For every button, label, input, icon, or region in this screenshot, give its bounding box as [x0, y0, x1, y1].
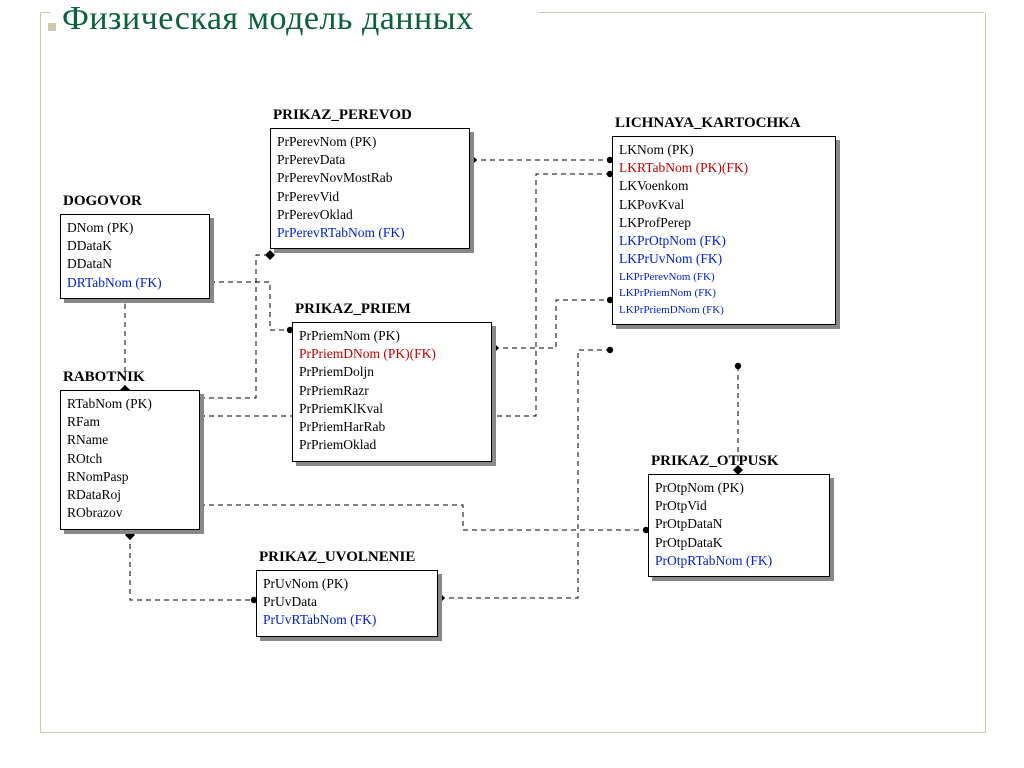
entity-field: PrPriemDNom (PK)(FK)	[299, 345, 485, 363]
entity-rabotnik: RABOTNIK RTabNom (PK)RFamRNameROtchRNomP…	[60, 390, 200, 530]
entity-field: LKPrPriemDNom (FK)	[619, 302, 829, 319]
entity-field: PrUvRTabNom (FK)	[263, 611, 431, 629]
entity-field: PrOtpDataN	[655, 515, 823, 533]
entity-field: PrPriemRazr	[299, 382, 485, 400]
entity-title: DOGOVOR	[63, 193, 142, 210]
entity-prikaz-priem: PRIKAZ_PRIEM PrPriemNom (PK)PrPriemDNom …	[292, 322, 492, 462]
entity-field: PrPriemKlKval	[299, 400, 485, 418]
entity-title: PRIKAZ_PRIEM	[295, 301, 411, 318]
entity-field: PrPerevNovMostRab	[277, 169, 463, 187]
entity-field: RObrazov	[67, 504, 193, 522]
entity-field: PrUvData	[263, 593, 431, 611]
entity-field: DNom (PK)	[67, 219, 203, 237]
entity-field: PrPerevNom (PK)	[277, 133, 463, 151]
entity-field: PrPriemDoljn	[299, 363, 485, 381]
entity-field: LKPrOtpNom (FK)	[619, 232, 829, 250]
entity-field: RNomPasp	[67, 468, 193, 486]
entity-field: RDataRoj	[67, 486, 193, 504]
entity-field: LKRTabNom (PK)(FK)	[619, 159, 829, 177]
entity-field: PrOtpDataK	[655, 534, 823, 552]
entity-body: RTabNom (PK)RFamRNameROtchRNomPaspRDataR…	[61, 391, 199, 529]
entity-prikaz-uvolnenie: PRIKAZ_UVOLNENIE PrUvNom (PK)PrUvDataPrU…	[256, 570, 438, 637]
entity-body: LKNom (PK)LKRTabNom (PK)(FK)LKVoenkomLKP…	[613, 137, 835, 324]
entity-field: PrPriemHarRab	[299, 418, 485, 436]
entity-title: LICHNAYA_KARTOCHKA	[615, 115, 801, 132]
entity-field: LKPrUvNom (FK)	[619, 250, 829, 268]
entity-field: RName	[67, 431, 193, 449]
entity-field: ROtch	[67, 450, 193, 468]
entity-field: LKPrPriemNom (FK)	[619, 285, 829, 302]
entity-body: DNom (PK)DDataKDDataNDRTabNom (FK)	[61, 215, 209, 298]
entity-field: LKProfPerep	[619, 214, 829, 232]
entity-field: PrPerevRTabNom (FK)	[277, 224, 463, 242]
entity-field: DRTabNom (FK)	[67, 274, 203, 292]
entity-prikaz-otpusk: PRIKAZ_OTPUSK PrOtpNom (PK)PrOtpVidPrOtp…	[648, 474, 830, 577]
entity-field: RFam	[67, 413, 193, 431]
entity-title: RABOTNIK	[63, 369, 145, 386]
entity-field: PrOtpNom (PK)	[655, 479, 823, 497]
entity-body: PrPriemNom (PK)PrPriemDNom (PK)(FK)PrPri…	[293, 323, 491, 461]
entity-body: PrOtpNom (PK)PrOtpVidPrOtpDataNPrOtpData…	[649, 475, 829, 576]
diagram-canvas: DOGOVOR DNom (PK)DDataKDDataNDRTabNom (F…	[0, 0, 1024, 768]
entity-body: PrUvNom (PK)PrUvDataPrUvRTabNom (FK)	[257, 571, 437, 636]
entity-field: DDataK	[67, 237, 203, 255]
entity-body: PrPerevNom (PK)PrPerevDataPrPerevNovMost…	[271, 129, 469, 248]
entity-prikaz-perevod: PRIKAZ_PEREVOD PrPerevNom (PK)PrPerevDat…	[270, 128, 470, 249]
entity-field: PrPriemOklad	[299, 436, 485, 454]
connectors-layer	[0, 0, 1024, 768]
entity-field: PrPerevVid	[277, 188, 463, 206]
entity-field: PrOtpRTabNom (FK)	[655, 552, 823, 570]
entity-field: RTabNom (PK)	[67, 395, 193, 413]
entity-field: LKVoenkom	[619, 177, 829, 195]
entity-field: PrUvNom (PK)	[263, 575, 431, 593]
entity-title: PRIKAZ_PEREVOD	[273, 107, 412, 124]
entity-field: PrOtpVid	[655, 497, 823, 515]
entity-field: LKPovKval	[619, 196, 829, 214]
entity-field: PrPriemNom (PK)	[299, 327, 485, 345]
entity-title: PRIKAZ_UVOLNENIE	[259, 549, 415, 566]
entity-dogovor: DOGOVOR DNom (PK)DDataKDDataNDRTabNom (F…	[60, 214, 210, 299]
entity-field: LKPrPerevNom (FK)	[619, 269, 829, 286]
entity-field: PrPerevData	[277, 151, 463, 169]
entity-title: PRIKAZ_OTPUSK	[651, 453, 779, 470]
entity-field: PrPerevOklad	[277, 206, 463, 224]
entity-lichnaya-kartochka: LICHNAYA_KARTOCHKA LKNom (PK)LKRTabNom (…	[612, 136, 836, 325]
entity-field: LKNom (PK)	[619, 141, 829, 159]
entity-field: DDataN	[67, 255, 203, 273]
